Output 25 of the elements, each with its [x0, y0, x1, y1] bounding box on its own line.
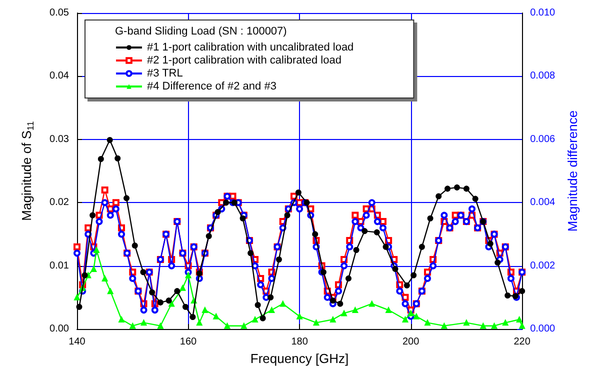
x-tick-label: 200: [402, 336, 420, 348]
legend-title: G-band Sliding Load (SN : 100007): [115, 26, 287, 38]
y-tick-label: 0.04: [50, 70, 70, 82]
legend-label: #3 TRL: [147, 68, 183, 80]
y-tick-label: 0.01: [50, 260, 70, 272]
x-tick-label: 160: [180, 336, 198, 348]
y-tick-label: 0.00: [50, 324, 70, 334]
y-axis-title: Maginitude of S11: [19, 121, 36, 221]
x-tick-label: 180: [291, 336, 308, 348]
y2-axis-title: Magnitude difference: [565, 110, 580, 232]
legend-label: #4 Difference of #2 and #3: [147, 80, 276, 92]
x-tick-label: 220: [514, 336, 531, 348]
y2-tick-label: 0.006: [530, 134, 556, 145]
legend-label: #2 1-port calibration with calibrated load: [147, 54, 342, 66]
y2-tick-label: 0.004: [530, 197, 556, 208]
y-tick-label: 0.03: [50, 134, 70, 145]
y-tick-label: 0.05: [50, 8, 70, 18]
y2-tick-label: 0.008: [530, 70, 556, 82]
legend-label: #1 1-port calibration with uncalibrated load: [147, 42, 354, 54]
y2-tick-label: 0.010: [530, 8, 556, 18]
x-axis-title: Frequency [GHz]: [250, 350, 349, 366]
y2-tick-label: 0.000: [530, 324, 556, 334]
y2-tick-label: 0.002: [530, 260, 556, 272]
y-tick-label: 0.02: [50, 197, 70, 208]
x-tick-label: 140: [68, 336, 86, 348]
